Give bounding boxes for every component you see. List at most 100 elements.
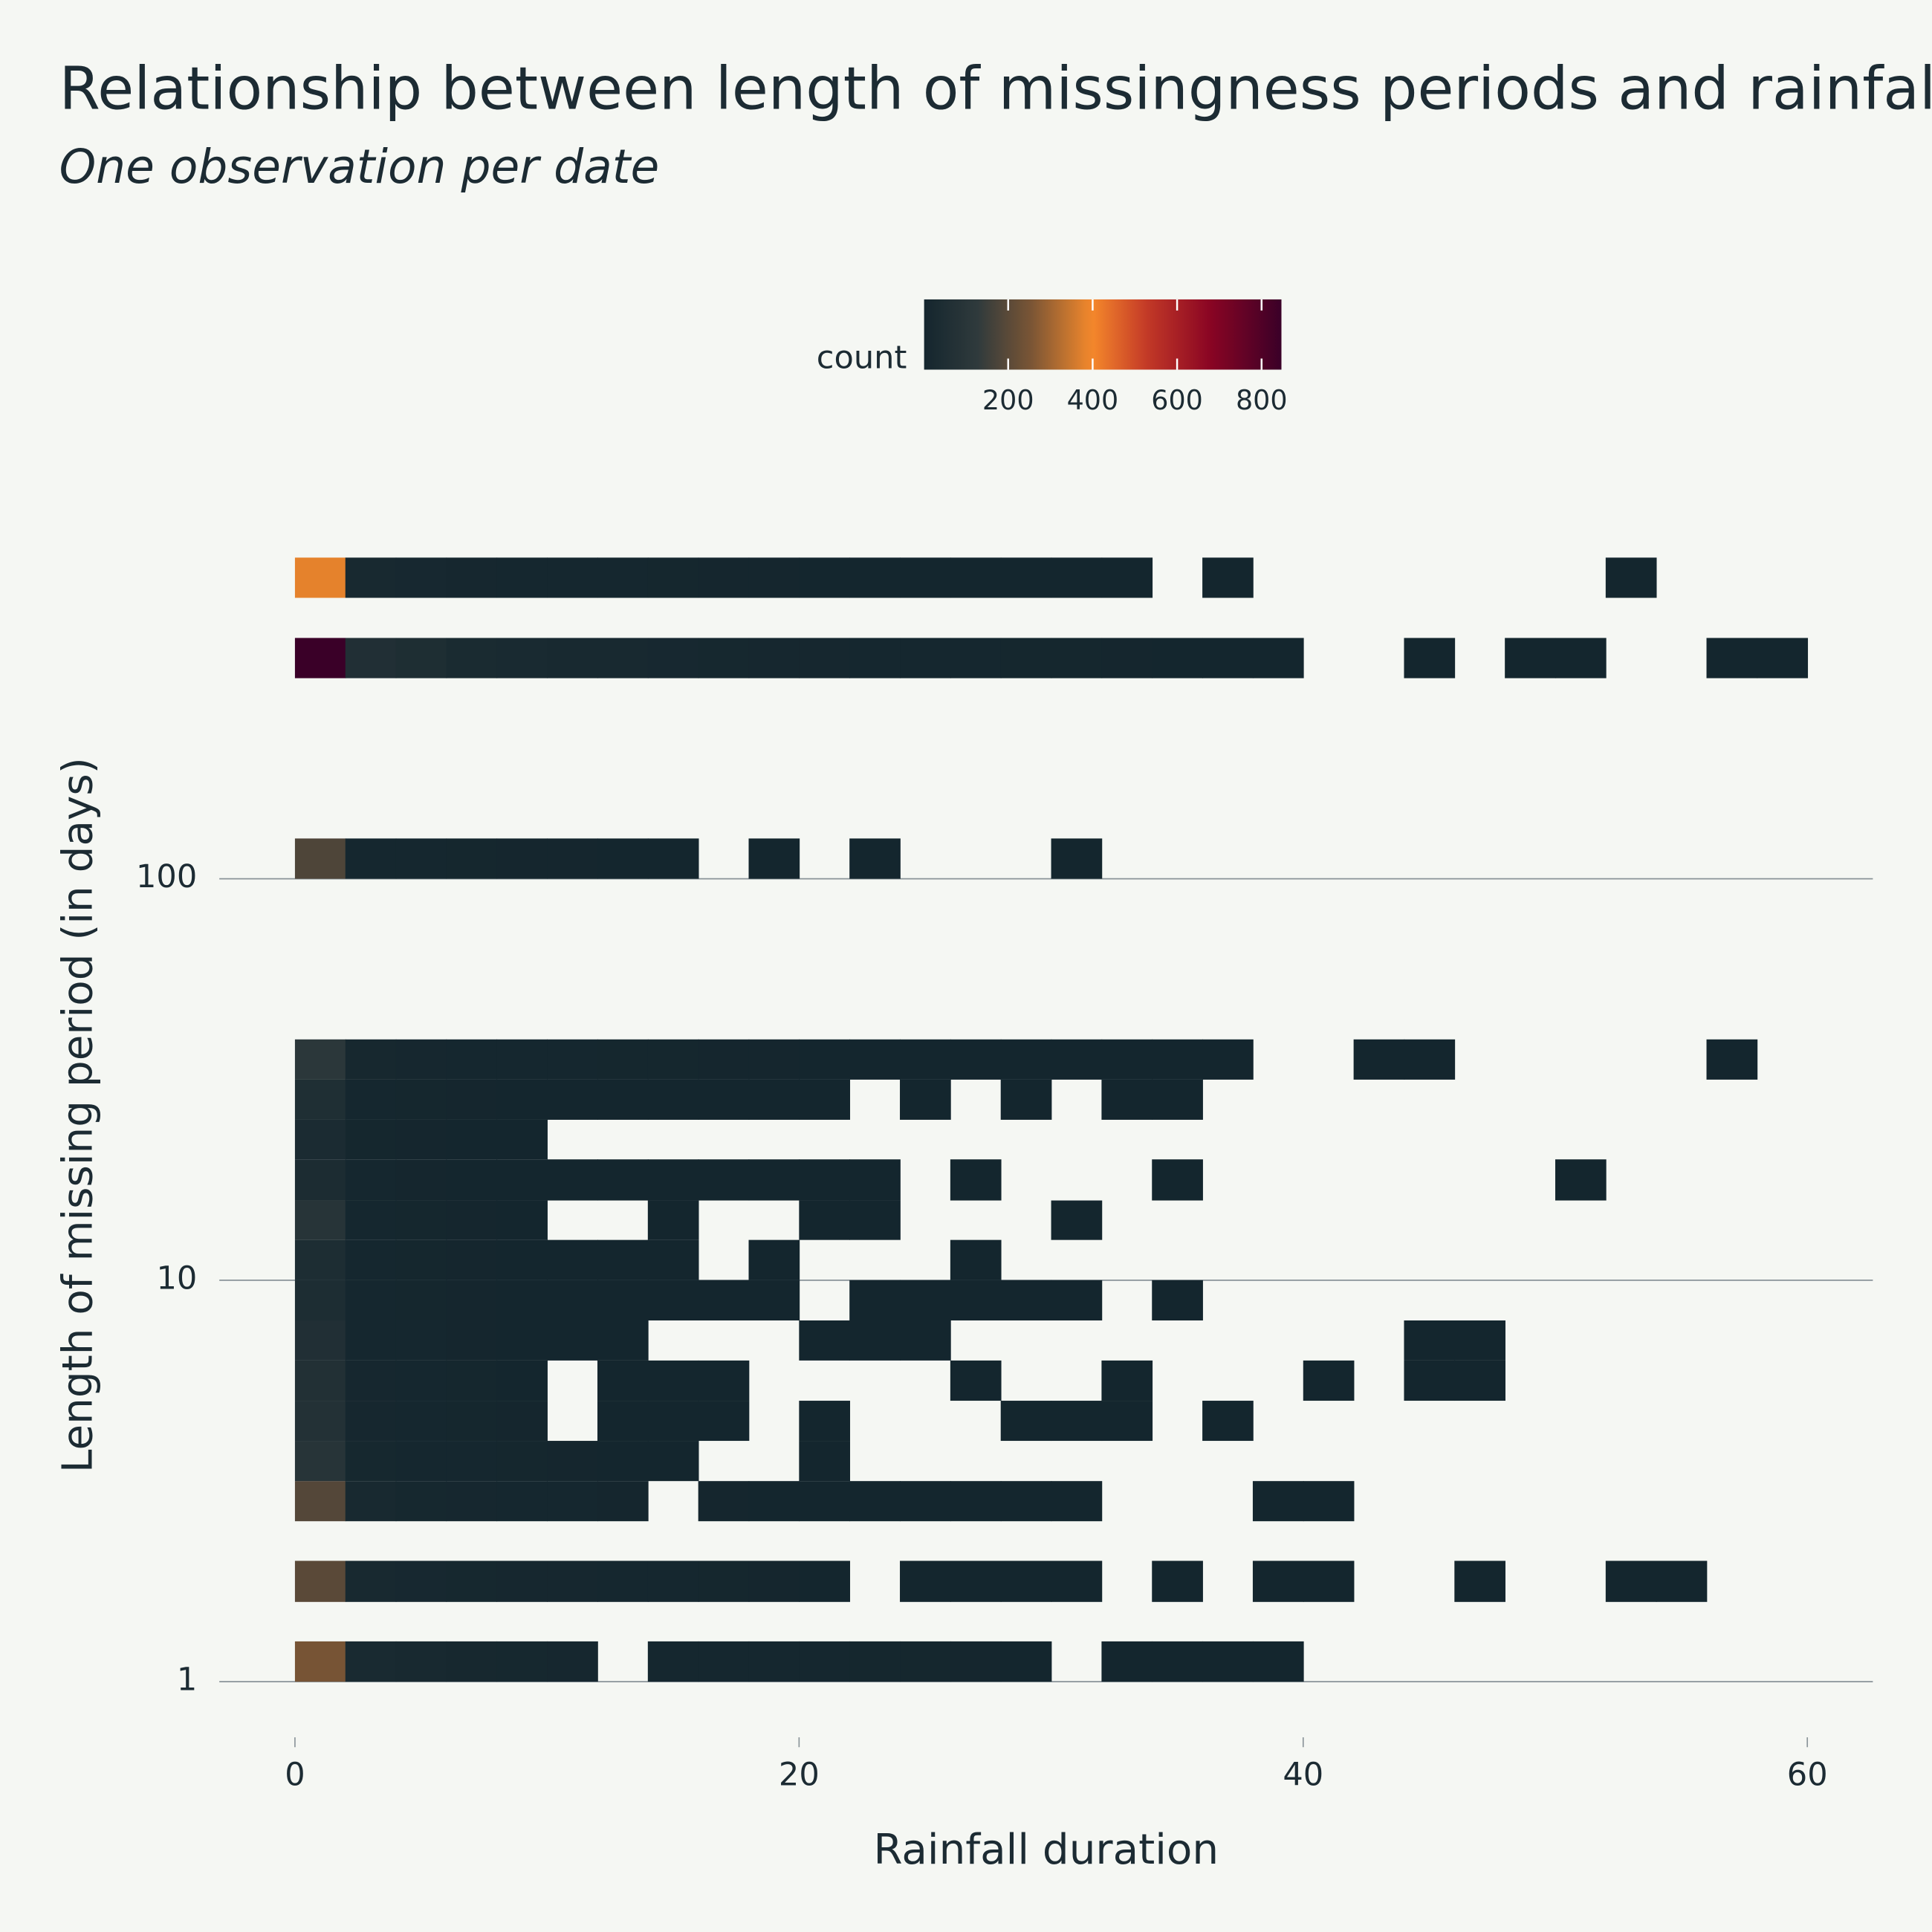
heatmap-cell (748, 1560, 800, 1602)
heatmap-cell (547, 1159, 598, 1201)
heatmap-cell (647, 1280, 699, 1320)
heatmap-cell (799, 1039, 851, 1080)
heatmap-cell (799, 1200, 851, 1240)
heatmap-cell (294, 1119, 346, 1160)
heatmap-cell (1000, 1039, 1052, 1080)
heatmap-cell (900, 557, 951, 598)
heatmap-cell (547, 1641, 598, 1682)
heatmap-cell (698, 1039, 750, 1080)
heatmap-cell (395, 1039, 447, 1080)
heatmap-cell (345, 557, 397, 598)
heatmap-cell (1404, 1360, 1456, 1401)
colorbar-tick-label: 800 (1236, 384, 1288, 416)
heatmap-cell (748, 838, 800, 879)
heatmap-cell (547, 1560, 598, 1602)
heatmap-cell (748, 1481, 800, 1522)
heatmap-cell (1000, 1401, 1052, 1442)
heatmap-cell (950, 1159, 1002, 1201)
heatmap-cell (950, 1560, 1002, 1602)
heatmap-cell (597, 638, 649, 678)
heatmap-cell (647, 1079, 699, 1120)
heatmap-cell (698, 1360, 750, 1401)
heatmap-cell (345, 1481, 397, 1522)
heatmap-cell (345, 1360, 397, 1401)
heatmap-cell (496, 1280, 548, 1320)
heatmap-cell (748, 557, 800, 598)
x-tick-label: 60 (1787, 1757, 1828, 1794)
heatmap-cell (1152, 1641, 1203, 1682)
heatmap-cell (597, 838, 649, 879)
heatmap-cell (1051, 1401, 1103, 1442)
heatmap-cell (1051, 1200, 1103, 1240)
heatmap-cell (395, 1119, 447, 1160)
heatmap-cell (647, 1039, 699, 1080)
heatmap-cell (1706, 638, 1758, 678)
heatmap-cell (597, 1481, 649, 1522)
heatmap-cell (597, 1280, 649, 1320)
heatmap-cell (345, 1441, 397, 1482)
heatmap-cell (345, 1200, 397, 1240)
heatmap-cell (748, 638, 800, 678)
heatmap-cell (1706, 1039, 1758, 1080)
heatmap-cell (496, 1560, 548, 1602)
heatmap-cell (1605, 557, 1657, 598)
heatmap-cell (849, 1159, 901, 1201)
heatmap-cell (496, 1641, 548, 1682)
heatmap-cell (1000, 1641, 1052, 1682)
heatmap-cell (799, 1560, 851, 1602)
heatmap-cell (1404, 638, 1456, 678)
heatmap-cell (1353, 1039, 1405, 1080)
heatmap-cell (950, 638, 1002, 678)
heatmap-cell (446, 838, 498, 879)
heatmap-cell (950, 1360, 1002, 1401)
heatmap-cell (900, 1039, 951, 1080)
heatmap-cell (496, 1079, 548, 1120)
heatmap-cell (647, 1360, 699, 1401)
heatmap-cell (900, 638, 951, 678)
heatmap-cell (1555, 1159, 1607, 1201)
heatmap-cell (647, 838, 699, 879)
heatmap-cell (294, 1481, 346, 1522)
heatmap-cell (294, 1280, 346, 1320)
heatmap-cell (345, 1320, 397, 1361)
heatmap-cell (446, 1280, 498, 1320)
heatmap-cell (1000, 1560, 1052, 1602)
heatmap-cell (849, 1320, 901, 1361)
heatmap-cell (1000, 638, 1052, 678)
heatmap-cell (496, 1039, 548, 1080)
heatmap-cell (950, 1280, 1002, 1320)
heatmap-cell (849, 1280, 901, 1320)
heatmap-cell (597, 1039, 649, 1080)
heatmap-cell (446, 638, 498, 678)
heatmap-cell (1101, 638, 1153, 678)
heatmap-cell (446, 1119, 498, 1160)
heatmap-cell (1454, 1320, 1505, 1361)
heatmap-cell (395, 1320, 447, 1361)
heatmap-cell (1051, 557, 1103, 598)
heatmap-cell (1757, 638, 1809, 678)
heatmap-cell (900, 1079, 951, 1120)
heatmap-cell (1252, 638, 1304, 678)
y-axis-title: Length of missing period (in days) (54, 757, 102, 1473)
x-tick-label: 40 (1283, 1757, 1323, 1794)
heatmap-cell (647, 1401, 699, 1442)
heatmap-cell (647, 1200, 699, 1240)
heatmap-cell (950, 1239, 1002, 1280)
heatmap-cell (748, 1079, 800, 1120)
heatmap-cell (446, 1239, 498, 1280)
heatmap-cell (1051, 1280, 1103, 1320)
heatmap-cell (547, 838, 598, 879)
heatmap-cell (597, 1360, 649, 1401)
heatmap-cell (698, 1159, 750, 1201)
heatmap-cell (597, 1079, 649, 1120)
heatmap-cell (900, 1481, 951, 1522)
heatmap-cell (799, 557, 851, 598)
heatmap-cell (1404, 1039, 1456, 1080)
heatmap-cell (294, 1401, 346, 1442)
heatmap-cell (547, 1320, 598, 1361)
heatmap-cell (395, 1401, 447, 1442)
heatmap-cell (395, 1641, 447, 1682)
heatmap-cell (1051, 1560, 1103, 1602)
heatmap-cell (1101, 557, 1153, 598)
